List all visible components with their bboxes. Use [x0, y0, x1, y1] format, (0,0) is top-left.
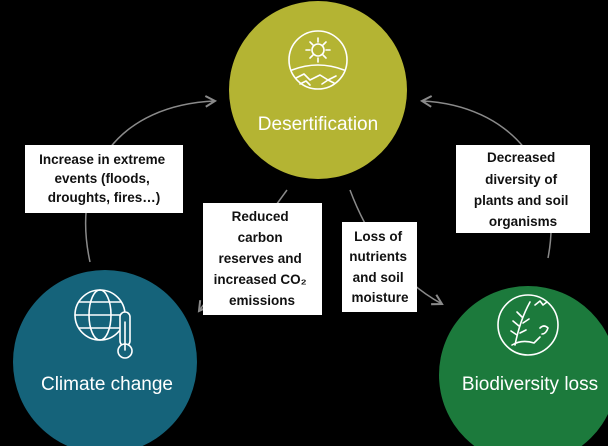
box-line: nutrients	[349, 249, 407, 264]
node-circle	[13, 270, 197, 446]
box-line: reserves and	[218, 251, 301, 266]
climate-icon	[74, 289, 133, 359]
box-line: Decreased	[487, 150, 555, 165]
box-line: and soil	[353, 270, 404, 285]
label-box	[342, 222, 417, 312]
box-line: Increase in extreme	[39, 152, 166, 167]
box-line: moisture	[351, 290, 409, 305]
box-line: Reduced	[232, 209, 289, 224]
box-line: events (floods,	[54, 171, 149, 186]
box-line: emissions	[229, 293, 295, 308]
label-box	[456, 145, 590, 233]
box-line: organisms	[489, 214, 557, 229]
box-line: carbon	[238, 230, 283, 245]
label-box	[25, 145, 183, 213]
label-box	[203, 203, 322, 315]
box-text: Decreased diversity of plants and soil o…	[474, 150, 572, 229]
box-line: plants and soil	[474, 193, 569, 208]
box-text: Reduced carbon reserves and increased CO…	[214, 209, 311, 308]
node-circle	[229, 1, 407, 179]
box-line: Loss of	[354, 229, 403, 244]
box-text: Loss of nutrients and soil moisture	[349, 229, 411, 305]
node-label: Biodiversity loss	[462, 374, 598, 395]
box-line: diversity of	[485, 172, 558, 187]
desert-icon	[288, 30, 348, 90]
node-circle	[439, 286, 608, 446]
biodiversity-icon	[497, 294, 559, 356]
node-label: Climate change	[41, 374, 173, 395]
node-label: Desertification	[258, 114, 378, 135]
box-text: Increase in extreme events (floods, drou…	[39, 152, 169, 205]
box-line: increased CO₂	[214, 272, 307, 287]
box-line: droughts, fires…)	[48, 190, 161, 205]
